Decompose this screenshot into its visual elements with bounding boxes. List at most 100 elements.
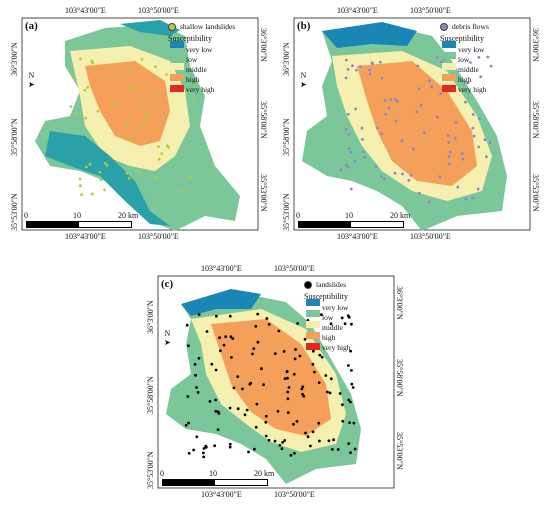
inventory-point — [464, 197, 468, 201]
inventory-point — [370, 61, 374, 65]
inventory-point — [318, 353, 322, 357]
inventory-point — [387, 106, 391, 110]
inventory-point — [194, 373, 197, 377]
inventory-point — [486, 55, 490, 59]
inventory-point — [229, 335, 233, 339]
inventory-point — [126, 87, 130, 90]
inventory-point — [253, 447, 256, 451]
left-coord-c-2: 35°58'00"N — [146, 376, 155, 414]
inventory-point — [384, 112, 388, 116]
inventory-point — [415, 110, 419, 114]
inventory-point — [157, 157, 161, 161]
inventory-point — [187, 451, 191, 455]
inventory-point — [345, 163, 348, 167]
inventory-point — [436, 115, 439, 119]
inventory-point — [311, 362, 315, 366]
legend-class-very-high: very high — [458, 85, 487, 94]
inventory-point — [363, 155, 367, 159]
inventory-point — [320, 355, 324, 359]
legend-classes-c: Susceptibility very low low middle high … — [304, 291, 351, 353]
right-coord-c-1: 36°3'00"N — [395, 286, 404, 320]
inventory-point — [157, 145, 160, 149]
inventory-point — [472, 134, 476, 138]
scale-20-c: 20 km — [254, 469, 275, 478]
inventory-point — [439, 92, 443, 95]
inventory-point — [400, 139, 404, 143]
inventory-point — [339, 168, 342, 172]
scale-0-b: 0 — [296, 211, 300, 220]
legend-title-b: Susceptibility — [440, 34, 484, 43]
inventory-point — [228, 445, 232, 449]
inventory-point — [264, 420, 268, 424]
north-arrow-a: N ➤ — [28, 71, 35, 89]
inventory-point — [224, 335, 228, 338]
scale-10-c: 10 — [209, 469, 217, 478]
scale-bar-c — [162, 479, 268, 486]
inventory-point — [453, 136, 457, 140]
points-label-b: debris flows — [452, 22, 489, 31]
map-frame-b — [293, 17, 531, 231]
inventory-point — [427, 200, 431, 204]
inventory-point — [435, 56, 439, 59]
inventory-point — [368, 68, 372, 72]
inventory-point — [298, 354, 302, 358]
inventory-point — [401, 172, 404, 176]
inventory-point — [471, 196, 475, 200]
inventory-point — [289, 453, 293, 457]
inventory-point — [256, 312, 260, 316]
north-arrow-c: N ➤ — [164, 329, 171, 347]
inventory-point — [139, 100, 143, 104]
inventory-point — [184, 423, 188, 427]
inventory-point — [103, 188, 107, 192]
top-coord-c-1: 103°43'00"E — [201, 264, 242, 273]
inventory-point — [407, 178, 411, 182]
inventory-point — [204, 444, 208, 448]
inventory-point — [485, 155, 488, 159]
inventory-point — [300, 387, 304, 391]
inventory-point — [255, 402, 259, 406]
point-marker-a — [168, 23, 176, 31]
inventory-point — [418, 191, 421, 195]
inventory-point — [361, 138, 364, 141]
inventory-point — [464, 100, 467, 104]
panel-label-b: (b) — [297, 20, 311, 32]
inventory-point — [351, 64, 354, 68]
inventory-point — [197, 356, 201, 360]
inventory-point — [216, 428, 220, 431]
inventory-point — [125, 124, 129, 127]
inventory-point — [192, 100, 196, 103]
inventory-point — [192, 81, 196, 84]
left-coord-c-1: 36°3'00"N — [146, 300, 155, 334]
inventory-point — [273, 439, 277, 443]
inventory-point — [186, 395, 190, 398]
legend-class-low: low — [186, 55, 198, 64]
right-coord-b-1: 36°3'00"N — [531, 28, 540, 62]
inventory-point — [447, 162, 451, 166]
inventory-point — [296, 322, 299, 325]
inventory-point — [324, 374, 328, 377]
inventory-point — [304, 431, 307, 435]
inventory-point — [328, 391, 332, 395]
inventory-point — [343, 322, 347, 326]
inventory-point — [303, 337, 307, 341]
inventory-point — [96, 109, 100, 113]
inventory-point — [353, 159, 357, 163]
inventory-point — [461, 157, 465, 161]
bottom-coord-a-2: 103°50'00"E — [138, 232, 179, 241]
legend-title-a: Susceptibility — [168, 34, 212, 43]
inventory-point — [140, 58, 144, 61]
inventory-point — [416, 64, 420, 68]
inventory-point — [265, 317, 269, 320]
left-coord-a-1: 36°3'00"N — [10, 42, 19, 76]
inventory-point — [267, 438, 271, 442]
map-panel-b: (b) debris flows Susceptibility very low… — [282, 6, 542, 242]
inventory-point — [394, 98, 397, 101]
left-coord-a-3: 35°53'00"N — [10, 193, 19, 231]
legend-class-very-low: very low — [458, 45, 485, 54]
inventory-point — [301, 392, 304, 396]
inventory-point — [79, 57, 82, 61]
inventory-point — [214, 409, 218, 413]
map-frame-a — [21, 17, 259, 231]
inventory-point — [156, 76, 159, 80]
map-panel-c: (c) landslides Susceptibility very low l… — [146, 264, 406, 500]
